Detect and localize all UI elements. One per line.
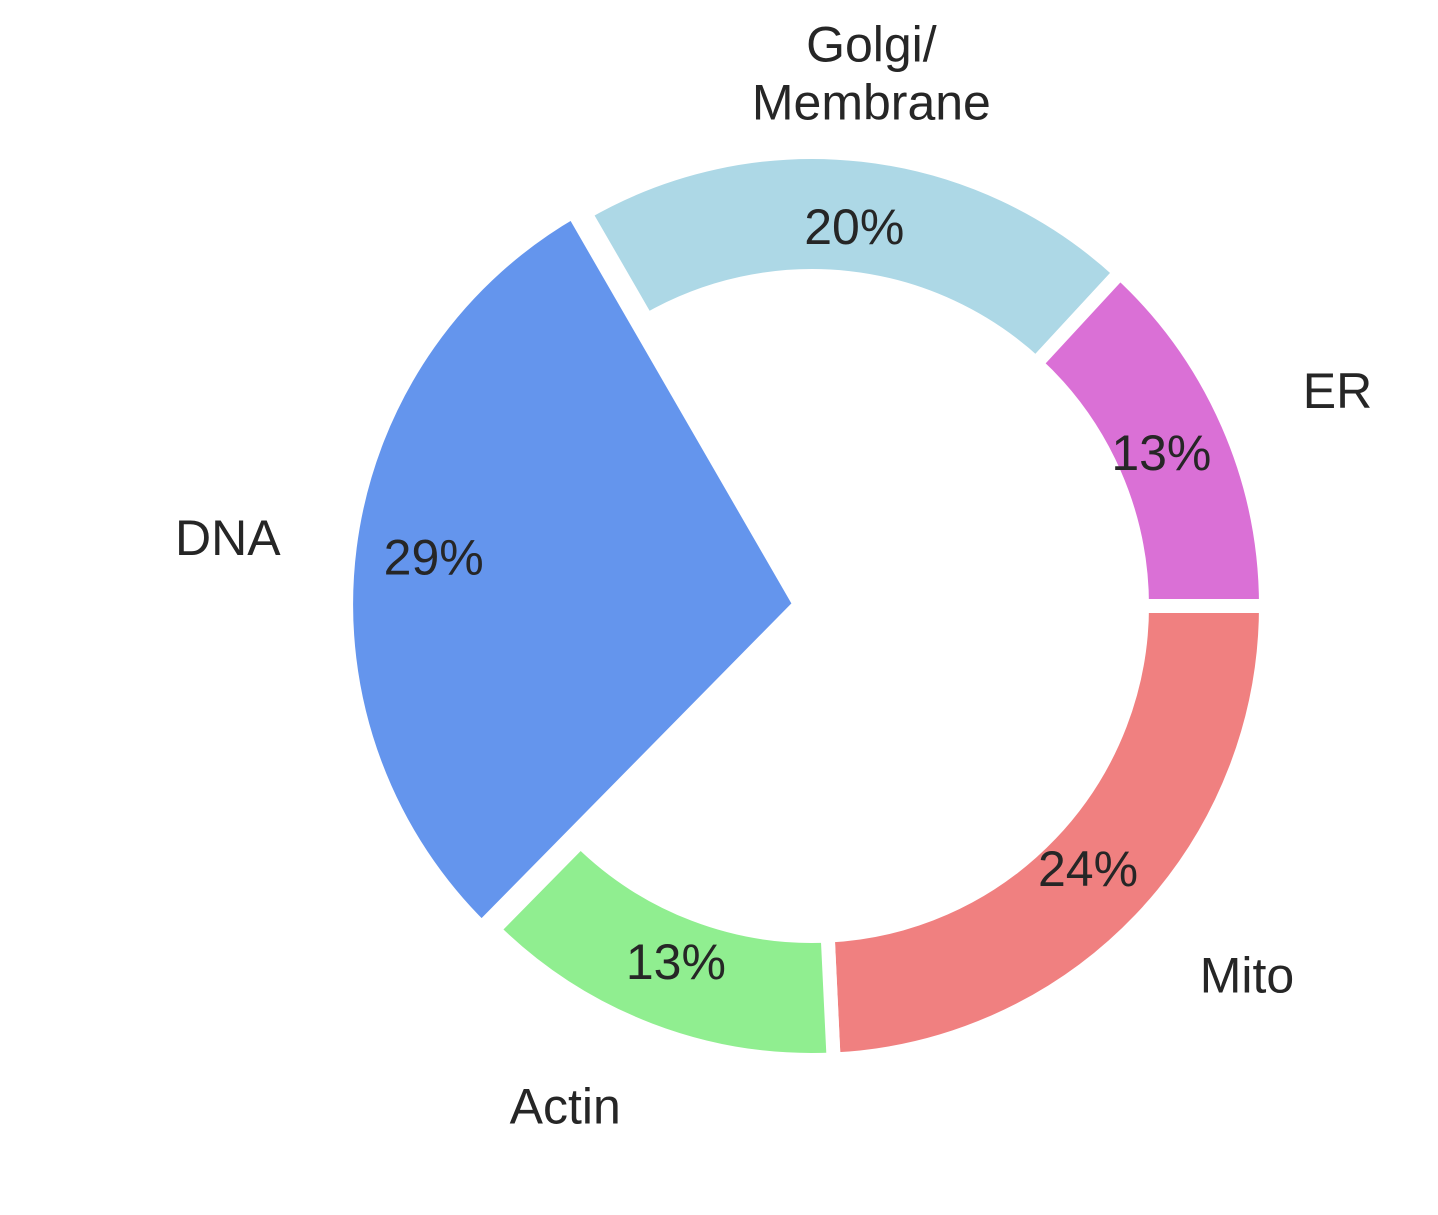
slice-dna [339,201,809,938]
category-label: DNA [175,510,281,566]
category-label: Golgi/Membrane [752,17,991,131]
slices [339,145,1274,1067]
slice-actin [483,831,841,1067]
percent-label: 29% [384,530,484,586]
slice-mito [820,599,1274,1067]
percent-label: 13% [626,934,726,990]
percent-label: 13% [1111,425,1211,481]
labels: Mito 24% Actin 13% DNA 29% Golgi/Membrane 20% ER… [175,17,1372,1135]
slice-er [1026,262,1274,613]
category-label: ER [1303,363,1372,419]
percent-label: 24% [1038,841,1138,897]
slice-golgi-membrane [575,145,1130,374]
category-label: Mito [1200,948,1294,1004]
category-label: Actin [510,1078,621,1134]
percent-label: 20% [804,199,904,255]
